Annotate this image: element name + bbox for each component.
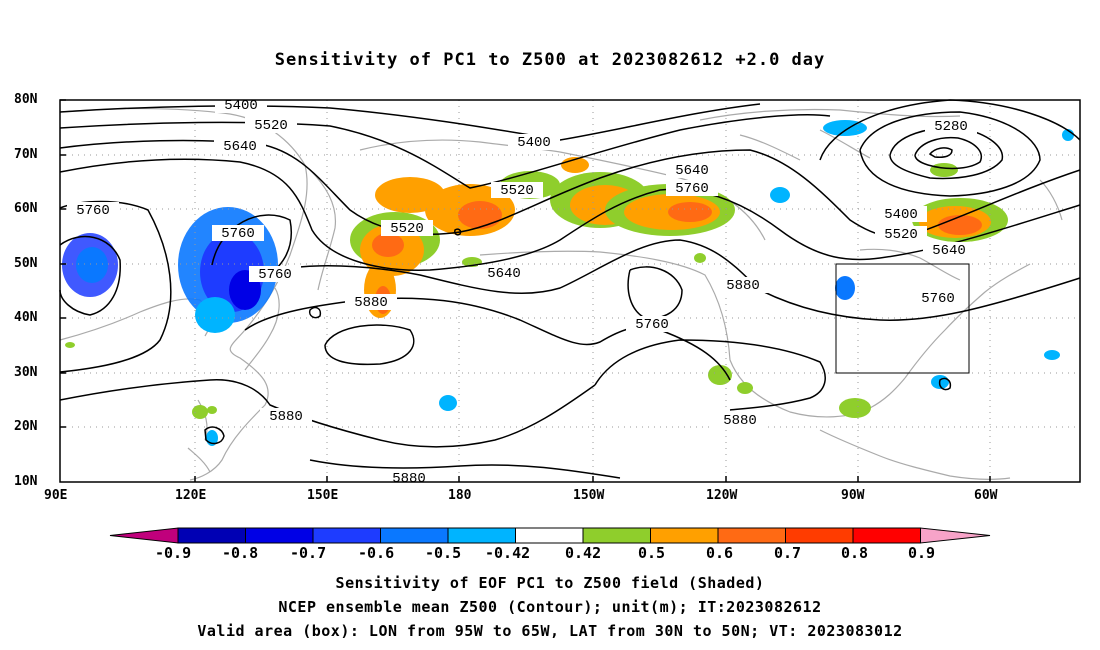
contour-label: 5520	[500, 183, 534, 199]
colorbar-swatch	[785, 527, 854, 544]
lon-label: 90W	[841, 488, 865, 503]
lat-label: 80N	[14, 92, 38, 107]
colorbar-label: 0.42	[565, 544, 602, 562]
lon-label: 150E	[307, 488, 339, 503]
contour-label: 5520	[390, 221, 424, 237]
lat-lon-grid	[60, 100, 1080, 482]
contour-label: 5880	[269, 409, 303, 425]
contour-label: 5880	[392, 471, 426, 487]
lat-label: 10N	[14, 474, 38, 489]
colorbar-label: -0.8	[222, 544, 259, 562]
colorbar-swatch	[380, 527, 449, 544]
lon-label: 180	[448, 488, 472, 503]
map-frame	[59, 99, 1081, 483]
contour-label: 5400	[224, 98, 258, 114]
colorbar-label: 0.6	[706, 544, 734, 562]
caption-line-1: Sensitivity of EOF PC1 to Z500 field (Sh…	[335, 574, 765, 592]
contour-label: 5880	[723, 413, 757, 429]
contour-label: 5640	[223, 139, 257, 155]
colorbar-swatch	[515, 527, 584, 544]
colorbar-swatch	[582, 527, 651, 544]
contour-label: 5400	[517, 135, 551, 151]
colorbar-label: -0.7	[290, 544, 327, 562]
map-title: Sensitivity of PC1 to Z500 at 2023082612…	[274, 50, 826, 70]
lon-label: 120W	[706, 488, 738, 503]
colorbar	[109, 527, 991, 544]
colorbar-label: 0.9	[908, 544, 936, 562]
colorbar-label: 0.8	[841, 544, 869, 562]
colorbar-label: -0.42	[485, 544, 531, 562]
colorbar-swatch	[852, 527, 921, 544]
lat-label: 30N	[14, 365, 38, 380]
contour-label: 5280	[934, 119, 968, 135]
contour-label: 5760	[258, 267, 292, 283]
lon-label: 150W	[573, 488, 605, 503]
contour-label: 5760	[76, 203, 110, 219]
colorbar-triangle-high	[920, 527, 991, 544]
colorbar-swatch	[312, 527, 381, 544]
colorbar-triangle-low	[109, 527, 179, 544]
negative-sensitivity-shading	[62, 120, 1074, 446]
colorbar-label: 0.7	[774, 544, 802, 562]
lat-label: 40N	[14, 310, 38, 325]
caption-line-2: NCEP ensemble mean Z500 (Contour); unit(…	[278, 598, 822, 616]
contour-label: 5760	[675, 181, 709, 197]
contour-label: 5760	[921, 291, 955, 307]
lat-label: 70N	[14, 147, 38, 162]
lon-label: 120E	[175, 488, 207, 503]
lat-label: 20N	[14, 419, 38, 434]
colorbar-swatch	[447, 527, 516, 544]
contour-label: 5880	[726, 278, 760, 294]
colorbar-swatch	[245, 527, 314, 544]
contour-label: 5880	[354, 295, 388, 311]
contour-label-boxes	[67, 97, 977, 483]
contour-label: 5640	[487, 266, 521, 282]
lat-label: 50N	[14, 256, 38, 271]
contour-label: 5400	[884, 207, 918, 223]
contour-label: 5640	[932, 243, 966, 259]
colorbar-swatch	[650, 527, 719, 544]
contour-label: 5640	[675, 163, 709, 179]
contour-label: 5520	[884, 227, 918, 243]
contour-label: 5760	[635, 317, 669, 333]
axis-ticks	[60, 99, 991, 482]
lon-label: 90E	[44, 488, 68, 503]
colorbar-label: 0.5	[638, 544, 666, 562]
colorbar-swatch	[717, 527, 786, 544]
colorbar-label: -0.6	[358, 544, 395, 562]
z500-contours	[59, 99, 1081, 479]
lon-label: 60W	[974, 488, 998, 503]
colorbar-swatch	[177, 527, 246, 544]
caption-line-3: Valid area (box): LON from 95W to 65W, L…	[197, 622, 903, 640]
colorbar-label: -0.9	[155, 544, 192, 562]
lat-label: 60N	[14, 201, 38, 216]
colorbar-label: -0.5	[425, 544, 462, 562]
valid-area-box	[835, 263, 970, 374]
contour-label: 5520	[254, 118, 288, 134]
contour-label: 5760	[221, 226, 255, 242]
